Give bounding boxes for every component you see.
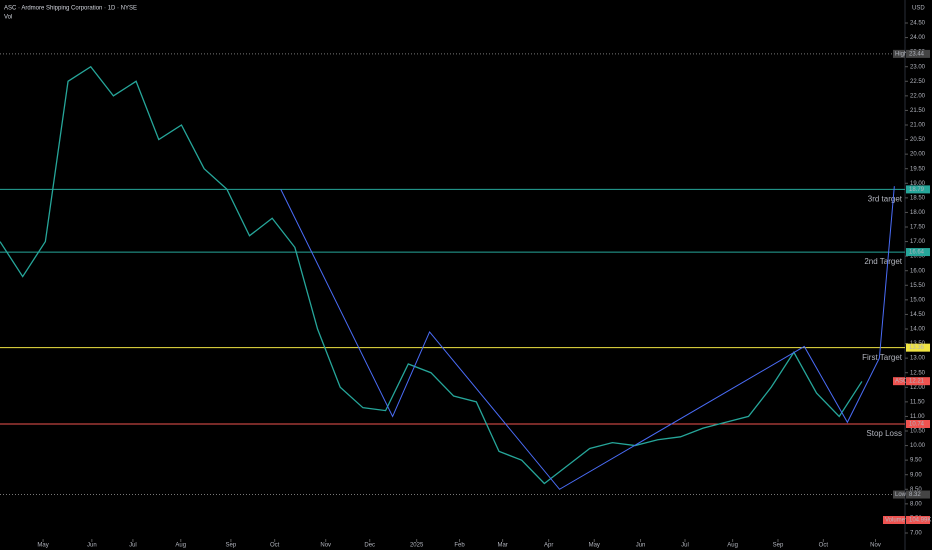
y-tick-label: 16.50 [910, 254, 926, 260]
y-tick-label: 23.00 [910, 64, 926, 70]
y-tick-label: 21.50 [910, 108, 926, 114]
price-line [0, 65, 863, 485]
x-tick-label: Oct [270, 543, 280, 549]
y-tick-label: 9.00 [910, 472, 922, 478]
y-tick-label: 19.50 [910, 166, 926, 172]
x-tick-label: Mar [497, 543, 507, 549]
badge-name-box [893, 377, 905, 386]
pattern-line [280, 186, 895, 490]
y-tick-label: 17.00 [910, 239, 926, 245]
badge-name: ASC [895, 379, 908, 385]
x-tick-label: Aug [175, 543, 186, 549]
y-tick-label: 14.50 [910, 312, 926, 318]
y-tick-label: 8.00 [910, 501, 922, 507]
x-tick-label: Dec [364, 543, 375, 549]
badge-name: High [895, 51, 907, 57]
badge-value-box [906, 49, 930, 58]
price-badge [906, 185, 930, 194]
badge-value: 104.99K [909, 518, 931, 524]
level-label: 2nd Target [864, 257, 902, 266]
price-badge [906, 343, 930, 352]
price-badge-value: 18.79 [909, 187, 925, 193]
level-label: Stop Loss [866, 429, 902, 438]
badge-name-box [893, 490, 905, 499]
badge-value: 12.21 [909, 379, 925, 385]
currency: USD [912, 6, 925, 12]
y-tick-label: 16.00 [910, 268, 926, 274]
badge-value-box [906, 377, 930, 386]
x-tick-label: May [37, 543, 48, 549]
price-badge [906, 248, 930, 257]
badge-name-box [883, 516, 905, 524]
badge-name: Volume [885, 518, 906, 524]
chart-subtitle: Vol [4, 15, 12, 21]
x-tick-label: Nov [870, 543, 881, 549]
x-tick-label: Jun [636, 543, 646, 549]
y-tick-label: 14.00 [910, 327, 926, 333]
y-tick-label: 18.00 [910, 210, 926, 216]
y-tick-label: 22.00 [910, 93, 926, 99]
badge-name: Low [895, 492, 907, 498]
badge-name-box [893, 49, 905, 58]
badge-value: 8.32 [909, 492, 921, 498]
x-tick-label: Apr [544, 543, 553, 549]
y-tick-label: 24.00 [910, 35, 926, 41]
y-tick-label: 22.50 [910, 79, 926, 85]
x-tick-label: Sep [773, 543, 784, 549]
x-tick-label: Aug [727, 543, 738, 549]
x-tick-label: May [589, 543, 600, 549]
x-tick-label: Jul [129, 543, 137, 549]
y-tick-label: 20.50 [910, 137, 926, 143]
y-tick-label: 11.50 [910, 399, 925, 405]
x-tick-label: 2025 [410, 543, 424, 549]
y-tick-label: 17.50 [910, 225, 926, 231]
x-tick-label: Feb [454, 543, 465, 549]
y-tick-label: 20.00 [910, 152, 926, 158]
level-label: First Target [862, 353, 903, 362]
y-tick-label: 15.00 [910, 297, 926, 303]
y-tick-label: 13.00 [910, 356, 926, 362]
y-tick-label: 7.00 [910, 531, 922, 537]
y-tick-label: 8.50 [910, 487, 922, 493]
price-badge-value: 16.64 [909, 250, 925, 256]
y-tick-label: 15.50 [910, 283, 926, 289]
x-tick-label: Oct [819, 543, 829, 549]
badge-value: 23.44 [909, 51, 925, 57]
price-badge-value: 13.36 [909, 345, 925, 351]
x-tick-label: Sep [226, 543, 237, 549]
badge-value-box [906, 490, 930, 499]
y-tick-label: 12.50 [910, 370, 926, 376]
x-tick-label: Jun [87, 543, 97, 549]
y-tick-label: 12.00 [910, 385, 926, 391]
y-tick-label: 18.50 [910, 195, 926, 201]
price-badge-value: 10.74 [909, 422, 925, 428]
price-badge [906, 420, 930, 429]
x-tick-label: Jul [681, 543, 689, 549]
y-tick-label: 21.00 [910, 123, 926, 129]
y-tick-label: 11.00 [910, 414, 925, 420]
y-tick-label: 10.00 [910, 443, 926, 449]
chart-title: ASC · Ardmore Shipping Corporation · 1D … [4, 6, 137, 12]
badge-value-box [906, 516, 930, 524]
level-label: 3rd target [868, 195, 903, 204]
y-tick-label: 9.50 [910, 458, 922, 464]
x-tick-label: Nov [320, 543, 331, 549]
y-tick-label: 24.50 [910, 21, 926, 27]
y-tick-label: 19.00 [910, 181, 926, 187]
y-tick-label: 10.50 [910, 429, 926, 435]
